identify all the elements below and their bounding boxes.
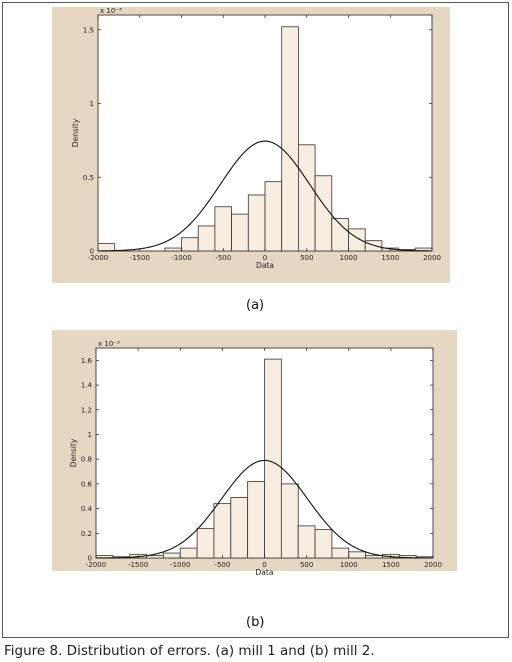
y-axis-label: Density [71, 118, 80, 147]
histogram-bar [348, 228, 366, 252]
chart-panel-b: -2000 -1500 -1000 -500 0 500 1000 1500 2000 0 0.2 0… [52, 330, 457, 577]
x-tick-label: 2000 [423, 254, 441, 262]
histogram-bar [264, 181, 283, 252]
y-tick-label: 1 [90, 100, 94, 108]
normal-fit-curve [95, 459, 434, 559]
histogram-bar [331, 547, 350, 559]
histogram-bar [214, 206, 232, 252]
y-axis-label: Density [69, 438, 78, 467]
histogram-bar [179, 547, 198, 559]
y-tick-label: 1.6 [81, 357, 93, 365]
y-tick-label: 0 [88, 555, 92, 563]
histogram-bar [230, 497, 249, 559]
x-tick-label: -2000 [88, 254, 108, 262]
y-tick-label: 1.4 [81, 382, 93, 390]
chart-panel-a: -2000 -1500 -1000 -500 0 500 1000 1500 2000 0 0.5 1… [52, 7, 450, 283]
histogram-bar [181, 237, 199, 252]
y-tick-label: 0.4 [81, 505, 93, 513]
normal-fit-curve [97, 140, 433, 252]
x-tick-label: 2000 [424, 561, 442, 569]
x-axis-label: Data [256, 568, 274, 577]
y-tick-label: 0.2 [81, 530, 92, 538]
y-tick-label: 0.5 [83, 174, 94, 182]
histogram-bar [297, 525, 316, 559]
histogram-bar [364, 240, 383, 252]
x-tick-label: -1500 [130, 254, 150, 262]
x-tick-label: -500 [214, 561, 230, 569]
histogram-bar [314, 529, 333, 559]
y-tick-label: 1.2 [81, 406, 92, 414]
x-tick-label: 1500 [382, 561, 400, 569]
x-tick-label: -500 [215, 254, 231, 262]
x-tick-label: 0 [262, 561, 266, 569]
histogram-bar [213, 503, 232, 559]
figure-caption: Figure 8. Distribution of errors. (a) mi… [4, 643, 375, 659]
x-tick-label: -1000 [170, 561, 190, 569]
subfigure-label-a: (a) [246, 298, 265, 313]
histogram-bar [163, 552, 181, 559]
y-tick-label: 0.6 [81, 480, 93, 488]
x-tick-label: 1500 [381, 254, 399, 262]
histogram-bar [164, 247, 182, 252]
histogram-bar [331, 218, 349, 252]
chart-a: -2000 -1500 -1000 -500 0 500 1000 1500 2000 0 0.5 1… [71, 7, 441, 270]
histogram-bar [197, 225, 216, 252]
histogram-bar [231, 213, 249, 252]
histogram-bar [348, 551, 367, 559]
histogram-bar [314, 175, 333, 252]
histogram-bar [281, 26, 299, 252]
histogram-bar [280, 483, 299, 559]
y-tick-label: 0.8 [81, 456, 92, 464]
x-tick-label: 500 [300, 561, 313, 569]
histogram-bar [297, 144, 316, 252]
y-tick-label: 1.5 [83, 26, 94, 34]
histogram-bar [264, 358, 282, 559]
subfigure-label-b: (b) [246, 615, 265, 630]
y-scale-label: x 10⁻³ [98, 340, 120, 348]
x-tick-label: 1000 [340, 561, 358, 569]
histogram-bar [196, 527, 215, 559]
x-tick-label: -2000 [86, 561, 106, 569]
x-tick-label: 1000 [340, 254, 358, 262]
y-tick-label: 1 [88, 431, 92, 439]
x-axis-label: Data [256, 261, 274, 270]
histogram-bar [247, 194, 266, 252]
x-tick-label: 500 [300, 254, 313, 262]
x-tick-label: 0 [263, 254, 267, 262]
histogram-bar [247, 481, 265, 559]
y-scale-label: x 10⁻³ [100, 7, 122, 15]
chart-b: -2000 -1500 -1000 -500 0 500 1000 1500 2000 0 0.2 0… [69, 340, 442, 577]
x-tick-label: -1000 [171, 254, 191, 262]
y-tick-label: 0 [90, 248, 94, 256]
histogram-bar [97, 243, 116, 252]
x-tick-label: -1500 [128, 561, 148, 569]
